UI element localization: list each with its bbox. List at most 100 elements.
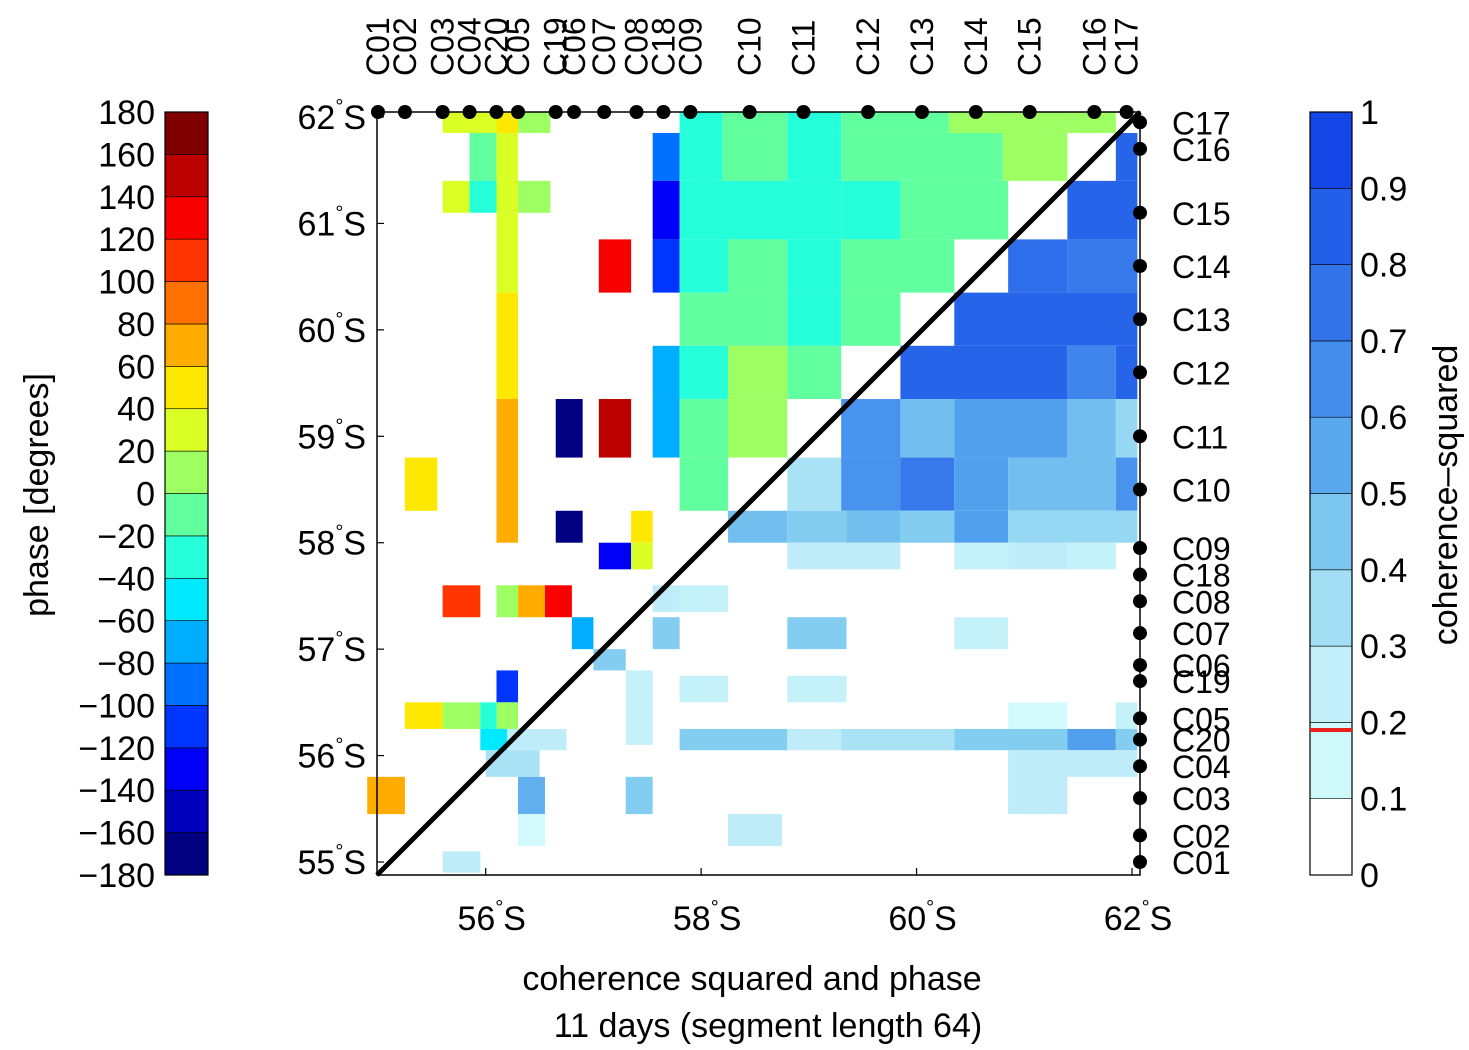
coherence-cell <box>485 750 540 777</box>
phase-cell <box>631 510 653 543</box>
coherence-cell <box>1008 457 1116 511</box>
phase-cell <box>469 132 497 181</box>
phase-colorbar-block <box>164 662 209 706</box>
coherence-cell <box>1067 728 1116 751</box>
station-label: C07 <box>1172 616 1231 652</box>
station-marker <box>1087 105 1102 119</box>
phase-colorbar: 180 160 140 120 100 80 60 40 20 0 −20 −40 −60 −80 −100… <box>18 94 209 895</box>
phase-colorbar-tick-label: 140 <box>98 179 155 217</box>
phase-cell <box>571 617 594 650</box>
phase-colorbar-tick-label: −80 <box>97 645 155 683</box>
y-tick-label: 55°S <box>297 841 366 882</box>
x-tick-label: 56°S <box>457 897 526 938</box>
phase-cell <box>480 728 508 751</box>
phase-colorbar-tick-label: −40 <box>97 560 155 598</box>
station-label: C01 <box>1172 845 1231 881</box>
coherence-cell <box>900 345 1068 400</box>
station-marker <box>629 105 644 119</box>
station-label: C10 <box>732 17 768 76</box>
phase-cell <box>841 132 1003 181</box>
station-marker <box>1022 105 1037 119</box>
phase-cell <box>948 111 1068 133</box>
coherence-cell <box>787 510 847 543</box>
phase-colorbar-block <box>164 450 209 494</box>
phase-cell <box>652 345 680 400</box>
station-label: C10 <box>1172 473 1231 509</box>
phase-cell <box>841 180 901 240</box>
phase-cell <box>404 702 443 729</box>
coherence-cell <box>1115 702 1138 729</box>
coherence-cell <box>625 670 653 745</box>
coherence-cell <box>900 510 955 543</box>
phase-colorbar-block <box>164 705 209 749</box>
station-marker <box>1133 567 1147 582</box>
coherence-cell <box>1115 345 1138 400</box>
coherence-cell <box>954 617 1009 650</box>
station-label: C09 <box>1172 531 1231 567</box>
coherence-colorbar-block <box>1309 493 1353 571</box>
coherence-colorbar-block <box>1309 569 1353 647</box>
coherence-cell <box>625 776 653 815</box>
phase-cell <box>787 239 842 293</box>
phase-colorbar-label: phase [degrees] <box>18 373 56 617</box>
phase-colorbar-tick-label: −160 <box>78 815 155 853</box>
coherence-cell <box>1115 132 1138 181</box>
phase-colorbar-tick-label: 0 <box>136 476 155 514</box>
coherence-cell <box>1067 239 1138 293</box>
coherence-cell <box>954 510 1009 543</box>
phase-colorbar-block <box>164 111 209 155</box>
coherence-cell <box>1008 510 1138 543</box>
phase-colorbar-tick-label: 20 <box>117 433 155 471</box>
phase-cell <box>679 457 729 511</box>
station-label: C16 <box>1172 132 1231 168</box>
coherence-cell <box>1067 750 1138 777</box>
phase-cell <box>679 292 788 346</box>
coherence-cell <box>1067 345 1116 400</box>
station-marker <box>683 105 698 119</box>
station-marker <box>1133 759 1147 774</box>
station-label: C05 <box>1172 701 1231 737</box>
phase-cell <box>496 702 519 729</box>
y-tick-label: 62°S <box>297 96 366 137</box>
phase-cell <box>404 457 438 511</box>
phase-colorbar-frame <box>164 111 209 876</box>
phase-cell <box>496 585 519 618</box>
station-marker <box>567 105 582 119</box>
station-label: C03 <box>1172 781 1231 817</box>
coherence-cell <box>1008 750 1068 815</box>
phase-cell <box>722 111 788 133</box>
phase-colorbar-tick-label: −100 <box>78 687 155 725</box>
coherence-colorbar-block <box>1309 111 1353 189</box>
station-marker <box>1133 115 1147 130</box>
phase-cell <box>787 345 842 400</box>
phase-cell <box>679 345 729 400</box>
phase-colorbar-block <box>164 577 209 621</box>
station-marker <box>861 105 876 119</box>
phase-colorbar-block <box>164 238 209 282</box>
station-marker <box>1133 365 1147 380</box>
phase-cell <box>496 670 519 703</box>
coherence-colorbar-block <box>1309 722 1353 800</box>
station-marker <box>1133 429 1147 444</box>
phase-cell <box>469 111 497 133</box>
coherence-cell <box>954 728 1068 751</box>
station-label: C08 <box>1172 584 1231 620</box>
y-tick-label: 56°S <box>297 735 366 776</box>
phase-cell <box>679 132 723 181</box>
phase-colorbar-tick-label: 80 <box>117 306 155 344</box>
coherence-colorbar: 1 0.9 0.8 0.7 0.6 0.5 0.4 0.3 0.2 0.1 0 coherence–… <box>1309 94 1465 895</box>
phase-colorbar-block <box>164 832 209 876</box>
station-marker <box>511 105 526 119</box>
phase-cell <box>722 132 788 181</box>
station-label: C04 <box>452 17 488 76</box>
station-marker <box>1133 594 1147 609</box>
coherence-cell <box>954 399 1068 458</box>
coherence-cell <box>841 457 901 511</box>
station-label: C13 <box>1172 302 1231 338</box>
station-marker <box>1133 658 1147 673</box>
station-marker <box>914 105 929 119</box>
coherence-colorbar-tick-label: 1 <box>1360 94 1379 132</box>
station-label: C15 <box>1172 196 1231 232</box>
